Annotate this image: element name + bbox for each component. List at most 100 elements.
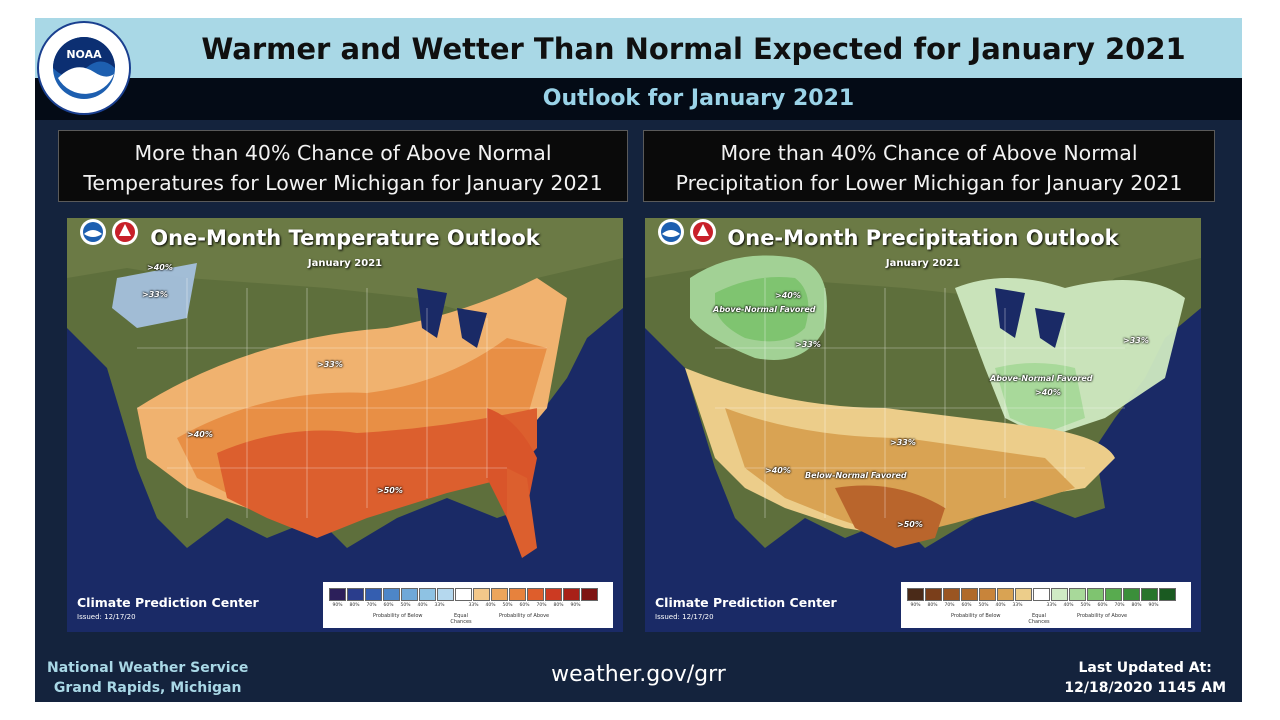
temp-label-above-33: >33%: [317, 360, 343, 369]
temperature-legend-value: [448, 603, 465, 608]
precipitation-legend-swatch: [1087, 588, 1104, 601]
precipitation-legend-swatch: [979, 588, 996, 601]
precipitation-legend-equal: Equal Chances: [1028, 613, 1050, 625]
temperature-legend-value: 60%: [383, 603, 394, 608]
precipitation-issued: Issued: 12/17/20: [655, 613, 714, 621]
precip-label-above-33-east: >33%: [1123, 336, 1149, 345]
temperature-center-name: Climate Prediction Center: [77, 595, 259, 610]
temperature-legend-above: Probability of Above: [499, 613, 550, 619]
precipitation-legend-swatch: [943, 588, 960, 601]
precipitation-legend-swatch: [1159, 588, 1176, 601]
precipitation-legend-swatch: [961, 588, 978, 601]
svg-text:NOAA: NOAA: [66, 48, 102, 61]
precipitation-legend-value: 70%: [1114, 603, 1125, 608]
temperature-legend-swatch: [401, 588, 418, 601]
temperature-legend-value: 70%: [536, 603, 547, 608]
precipitation-legend-value: 50%: [978, 603, 989, 608]
precipitation-legend: 90% 80% 70% 60% 50% 40% 33% 33% 40% 50% 60% 70% 80% 9…: [901, 582, 1191, 628]
office-line2: Grand Rapids, Michigan: [53, 680, 242, 696]
temperature-legend-swatch: [329, 588, 346, 601]
last-updated-label: Last Updated At:: [1078, 660, 1212, 676]
website-link[interactable]: weather.gov/grr: [551, 662, 726, 687]
temperature-legend: 90% 80% 70% 60% 50% 40% 33% 33% 40% 50% 60% 70% 80% 9…: [323, 582, 613, 628]
precipitation-legend-value: 80%: [927, 603, 938, 608]
precip-label-below-favored: Below-Normal Favored: [805, 471, 907, 480]
precipitation-legend-swatch: [1141, 588, 1158, 601]
temperature-headline-line1: More than 40% Chance of Above Normal: [134, 141, 552, 165]
precipitation-legend-above: Probability of Above: [1077, 613, 1128, 619]
precipitation-legend-swatch: [907, 588, 924, 601]
temp-label-above-50: >50%: [377, 486, 403, 495]
precipitation-legend-value: [1026, 603, 1043, 608]
title-bar: Warmer and Wetter Than Normal Expected f…: [35, 18, 1242, 78]
page-subtitle: Outlook for January 2021: [542, 86, 855, 111]
temperature-legend-swatch: [455, 588, 472, 601]
temperature-legend-swatch: [545, 588, 562, 601]
precipitation-legend-swatch: [1033, 588, 1050, 601]
office-name: National Weather Service Grand Rapids, M…: [47, 658, 248, 698]
precip-label-above-33-west: >33%: [795, 340, 821, 349]
subtitle-bar: Outlook for January 2021: [35, 78, 1242, 120]
precip-label-above-40-east: >40%: [1035, 388, 1061, 397]
temperature-legend-value: 80%: [553, 603, 564, 608]
temperature-legend-swatch: [509, 588, 526, 601]
precip-label-below-40: >40%: [765, 466, 791, 475]
temperature-map-month: January 2021: [307, 258, 383, 269]
temp-label-above-40: >40%: [187, 430, 213, 439]
temperature-legend-value: 40%: [417, 603, 428, 608]
temperature-legend-value: 40%: [485, 603, 496, 608]
temperature-legend-equal: Equal Chances: [450, 613, 472, 625]
noaa-badge-icon: [80, 219, 106, 245]
temperature-legend-swatch: [383, 588, 400, 601]
temperature-legend-value: 33%: [434, 603, 445, 608]
last-updated-time: 12/18/2020 1145 AM: [1064, 680, 1226, 696]
temperature-legend-value: 90%: [332, 603, 343, 608]
precipitation-legend-swatch: [1105, 588, 1122, 601]
temperature-legend-value: 90%: [570, 603, 581, 608]
precipitation-legend-value: 60%: [961, 603, 972, 608]
temperature-legend-swatch: [365, 588, 382, 601]
precip-label-above-favored-west: Above-Normal Favored: [713, 305, 816, 314]
precipitation-legend-below: Probability of Below: [951, 613, 1001, 619]
precipitation-legend-swatches: [907, 588, 1177, 601]
temperature-legend-swatch: [437, 588, 454, 601]
precipitation-legend-value: 90%: [910, 603, 921, 608]
precipitation-legend-value: 50%: [1080, 603, 1091, 608]
temp-label-below-40: >40%: [147, 263, 173, 272]
last-updated: Last Updated At: 12/18/2020 1145 AM: [1064, 658, 1226, 698]
precipitation-legend-value: 33%: [1012, 603, 1023, 608]
precip-label-above-40-west: >40%: [775, 291, 801, 300]
temperature-legend-swatch: [527, 588, 544, 601]
temperature-legend-swatches: [329, 588, 599, 601]
slide: Warmer and Wetter Than Normal Expected f…: [35, 18, 1242, 702]
noaa-logo: NOAA: [37, 21, 131, 115]
precipitation-legend-swatch: [925, 588, 942, 601]
temperature-legend-swatch: [419, 588, 436, 601]
temperature-legend-values: 90% 80% 70% 60% 50% 40% 33% 33% 40% 50% 60% 70% 80% 9…: [329, 603, 584, 608]
temperature-headline: More than 40% Chance of Above Normal Tem…: [58, 130, 628, 202]
precipitation-headline-line1: More than 40% Chance of Above Normal: [720, 141, 1138, 165]
temperature-map-title: One-Month Temperature Outlook: [150, 226, 540, 250]
temperature-legend-value: 60%: [519, 603, 530, 608]
precipitation-legend-value: 90%: [1148, 603, 1159, 608]
precipitation-outlook-map: One-Month Precipitation Outlook January …: [645, 218, 1201, 632]
precipitation-legend-swatch: [1123, 588, 1140, 601]
temperature-legend-swatch: [473, 588, 490, 601]
precipitation-legend-swatch: [997, 588, 1014, 601]
precipitation-legend-value: 70%: [944, 603, 955, 608]
page-title: Warmer and Wetter Than Normal Expected f…: [201, 32, 1186, 66]
precip-label-below-50: >50%: [897, 520, 923, 529]
precipitation-map-title: One-Month Precipitation Outlook: [727, 226, 1119, 250]
precipitation-center-name: Climate Prediction Center: [655, 595, 837, 610]
nws-badge-icon: [690, 219, 716, 245]
precipitation-legend-value: 40%: [1063, 603, 1074, 608]
precipitation-map-month: January 2021: [885, 258, 961, 269]
precipitation-headline-line2: Precipitation for Lower Michigan for Jan…: [675, 171, 1183, 195]
temperature-legend-value: 80%: [349, 603, 360, 608]
temp-label-below-33: >33%: [142, 290, 168, 299]
temperature-headline-line2: Temperatures for Lower Michigan for Janu…: [83, 171, 603, 195]
temperature-legend-swatch: [563, 588, 580, 601]
office-line1: National Weather Service: [47, 660, 249, 676]
temperature-legend-below: Probability of Below: [373, 613, 423, 619]
precipitation-legend-swatch: [1015, 588, 1032, 601]
